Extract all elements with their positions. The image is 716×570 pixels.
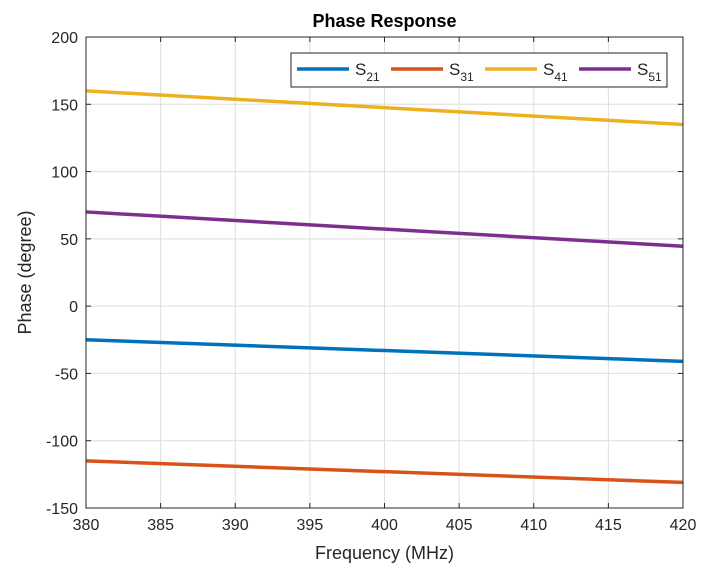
x-tick-label: 395 — [297, 517, 324, 534]
y-tick-label: 50 — [60, 232, 78, 249]
x-tick-label: 415 — [595, 517, 622, 534]
y-tick-label: 200 — [51, 30, 78, 47]
chart-title: Phase Response — [312, 11, 456, 31]
series-line-s41 — [85, 89, 684, 127]
x-tick-label: 400 — [371, 517, 398, 534]
series-line-s51 — [85, 210, 684, 249]
y-tick-label: -100 — [46, 434, 78, 451]
legend-label-s41: S41 — [543, 60, 568, 84]
series-line-s21 — [85, 338, 684, 364]
x-tick-label: 420 — [670, 517, 697, 534]
legend-label-s21: S21 — [355, 60, 380, 84]
y-tick-label: 100 — [51, 165, 78, 182]
x-tick-label: 380 — [73, 517, 100, 534]
y-tick-label: 150 — [51, 97, 78, 114]
y-tick-label: -150 — [46, 501, 78, 518]
y-tick-label: -50 — [55, 366, 78, 383]
x-tick-label: 390 — [222, 517, 249, 534]
y-axis-label: Phase (degree) — [15, 210, 35, 334]
legend-label-s51: S51 — [637, 60, 662, 84]
x-tick-label: 405 — [446, 517, 473, 534]
x-tick-label: 410 — [520, 517, 547, 534]
legend-label-s31: S31 — [449, 60, 474, 84]
x-axis-label: Frequency (MHz) — [315, 543, 454, 563]
series-line-s31 — [85, 459, 684, 485]
legend: S21 S31 S41 S51 — [290, 52, 668, 88]
series-lines — [85, 89, 684, 485]
axis-ticks: 380 385 390 395 400 405 410 415 420 -150 -100 -50 0 5… — [46, 30, 696, 534]
x-tick-label: 385 — [147, 517, 174, 534]
y-tick-label: 0 — [69, 299, 78, 316]
